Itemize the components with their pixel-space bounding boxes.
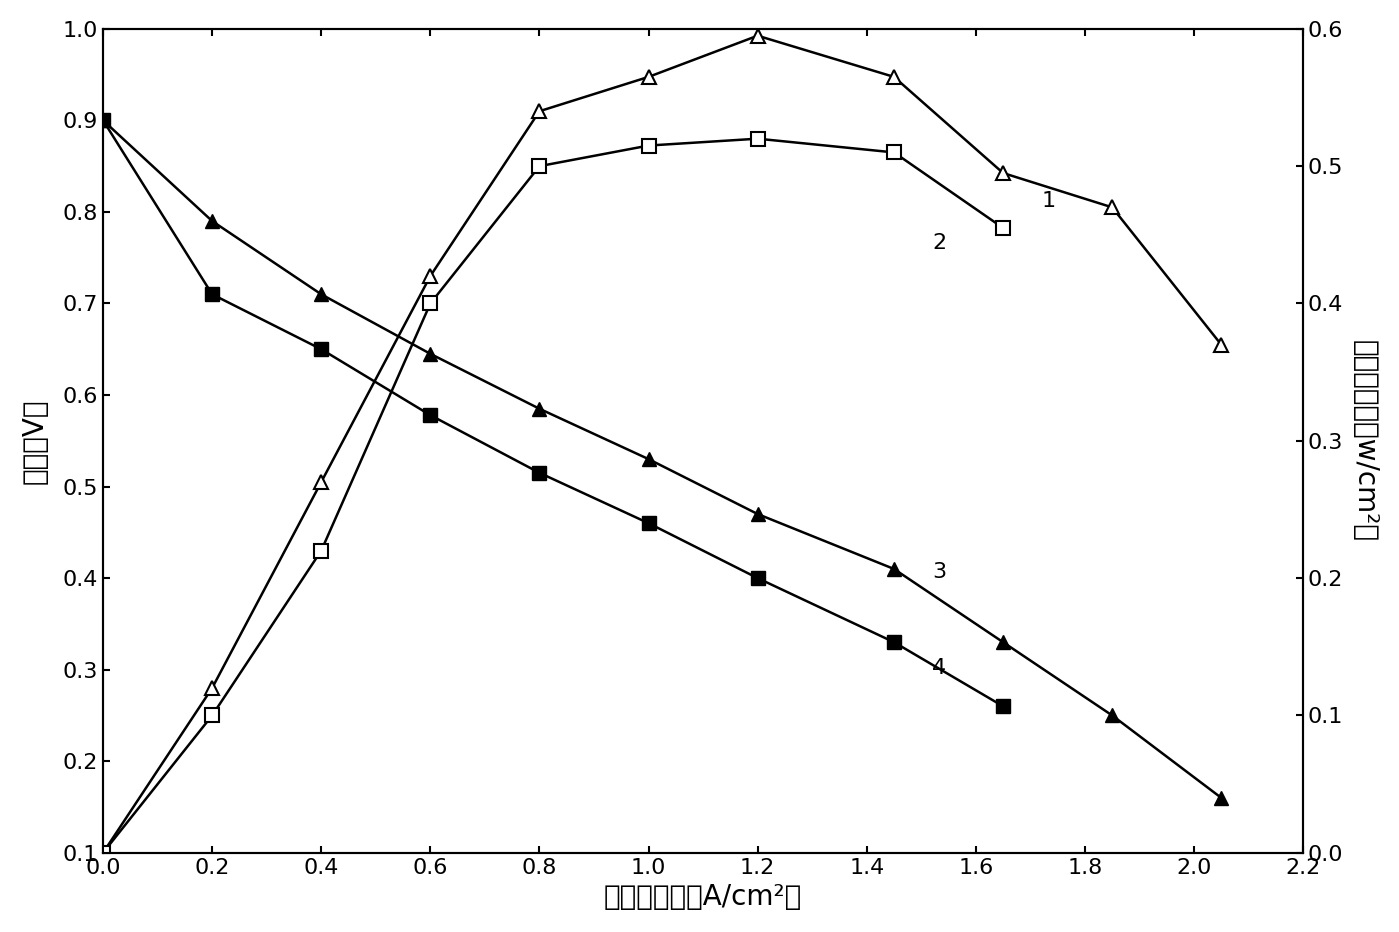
X-axis label: 峰电流密度（A/cm²）: 峰电流密度（A/cm²）	[604, 884, 802, 911]
Text: 1: 1	[1041, 191, 1055, 212]
Y-axis label: 电压（V）: 电压（V）	[21, 398, 49, 484]
Text: 4: 4	[932, 658, 946, 678]
Text: 3: 3	[932, 562, 946, 582]
Y-axis label: 峰功率密度（w/cm²）: 峰功率密度（w/cm²）	[1350, 340, 1378, 541]
Text: 2: 2	[932, 233, 946, 253]
